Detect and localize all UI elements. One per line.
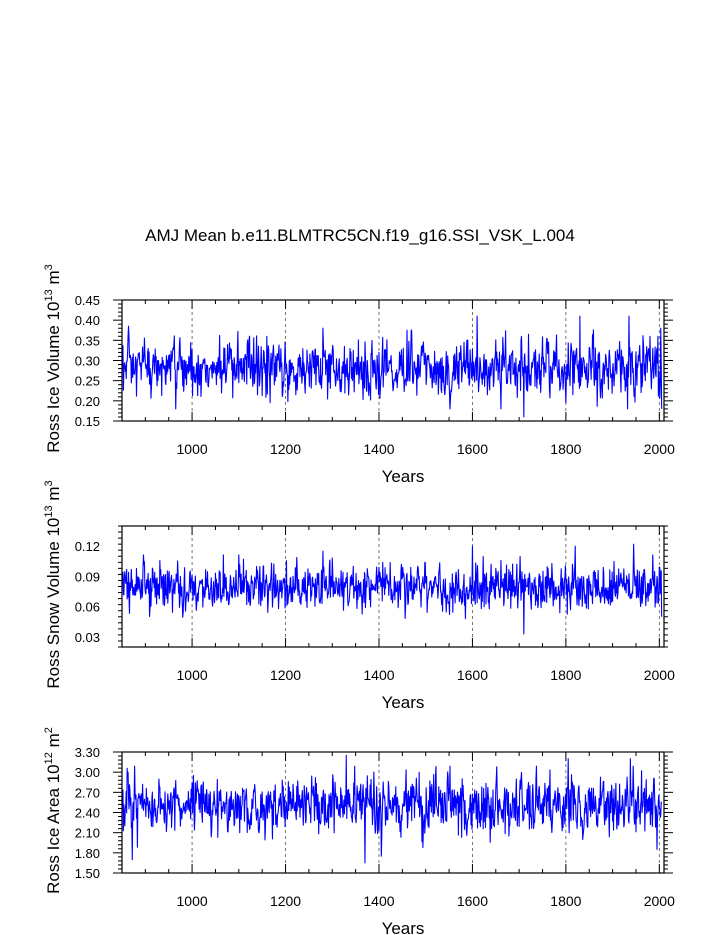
y-tick-label: 0.12: [75, 539, 100, 554]
x-tick-label: 1200: [270, 667, 301, 683]
y-tick-label: 1.80: [75, 846, 100, 861]
y-tick-label: 0.35: [75, 333, 100, 348]
x-tick-label: 1600: [457, 441, 488, 457]
x-axis-label: Years: [382, 693, 425, 712]
y-tick-label: 2.70: [75, 785, 100, 800]
y-axis-label: Ross Ice Volume 1013 m3: [43, 264, 63, 452]
y-tick-label: 0.30: [75, 354, 100, 369]
x-tick-label: 1000: [177, 893, 208, 909]
panel-ice-area: 1000 1200 1400 1600 1800 2000 1.50 1.80 2.10 2.40…: [43, 727, 675, 935]
y-tick-label: 0.25: [75, 374, 100, 389]
y-tick-label: 0.20: [75, 394, 100, 409]
x-tick-label: 1600: [457, 893, 488, 909]
y-tick-label: 0.03: [75, 630, 100, 645]
x-axis-label: Years: [382, 467, 425, 486]
y-tick-label: 3.30: [75, 745, 100, 760]
x-tick-label: 1800: [550, 441, 581, 457]
plot-frame: [121, 751, 665, 874]
x-tick-label: 2000: [644, 667, 675, 683]
y-tick-label: 1.50: [75, 866, 100, 881]
x-tick-label: 1400: [363, 441, 394, 457]
x-tick-label: 1000: [177, 667, 208, 683]
x-axis-label: Years: [382, 919, 425, 935]
series-line: [121, 315, 663, 418]
series-line: [121, 543, 663, 635]
y-tick-label: 0.09: [75, 569, 100, 584]
x-tick-label: 1800: [550, 893, 581, 909]
y-tick-label: 3.00: [75, 765, 100, 780]
y-tick-label: 2.10: [75, 826, 100, 841]
x-tick-label: 1000: [177, 441, 208, 457]
x-tick-label: 1800: [550, 667, 581, 683]
x-tick-label: 1600: [457, 667, 488, 683]
chart-title: AMJ Mean b.e11.BLMTRC5CN.f19_g16.SSI_VSK…: [145, 226, 575, 245]
panel-snow-volume: 1000 1200 1400 1600 1800 2000 0.03 0.06 0.09 0.12…: [43, 480, 675, 712]
series-line: [121, 754, 663, 864]
y-tick-label: 0.45: [75, 293, 100, 308]
y-axis-label: Ross Ice Area 1012 m2: [43, 727, 63, 894]
x-tick-label: 1400: [363, 893, 394, 909]
y-tick-label: 0.40: [75, 313, 100, 328]
x-tick-label: 2000: [644, 893, 675, 909]
x-tick-label: 1200: [270, 441, 301, 457]
x-tick-label: 1400: [363, 667, 394, 683]
y-axis-label: Ross Snow Volume 1013 m3: [43, 480, 63, 688]
panel-ice-volume: 1000 1200 1400 1600 1800 2000 0.15 0.20 0.25 0.30…: [43, 264, 675, 486]
x-tick-label: 1200: [270, 893, 301, 909]
y-tick-label: 2.40: [75, 806, 100, 821]
y-tick-label: 0.15: [75, 414, 100, 429]
y-tick-label: 0.06: [75, 600, 100, 615]
x-tick-label: 2000: [644, 441, 675, 457]
